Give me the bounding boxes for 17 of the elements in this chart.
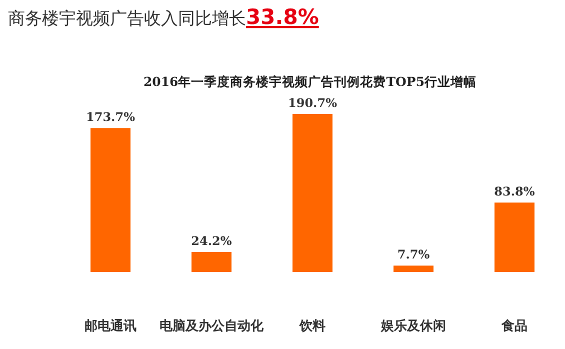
data-label: 190.7%	[288, 96, 338, 110]
chart-subtitle: 2016年一季度商务楼宇视频广告刊例花费TOP5行业增幅	[143, 74, 477, 89]
x-tick-label: 电脑及办公自动化	[160, 318, 264, 334]
x-tick-label: 邮电通讯	[84, 318, 136, 334]
bar	[90, 128, 130, 272]
bar	[494, 202, 534, 272]
x-tick-label: 食品	[500, 319, 528, 334]
data-label: 83.8%	[494, 184, 536, 199]
chart-title: 商务楼宇视频广告收入同比增长33.8%	[8, 5, 319, 29]
data-label: 24.2%	[191, 234, 232, 248]
data-label: 7.7%	[397, 248, 430, 262]
bar	[292, 114, 332, 272]
bar	[394, 266, 434, 272]
data-label: 173.7%	[86, 110, 136, 124]
x-tick-label: 饮料	[298, 319, 326, 334]
bar	[192, 252, 232, 272]
x-tick-label: 娱乐及休闲	[380, 318, 446, 334]
